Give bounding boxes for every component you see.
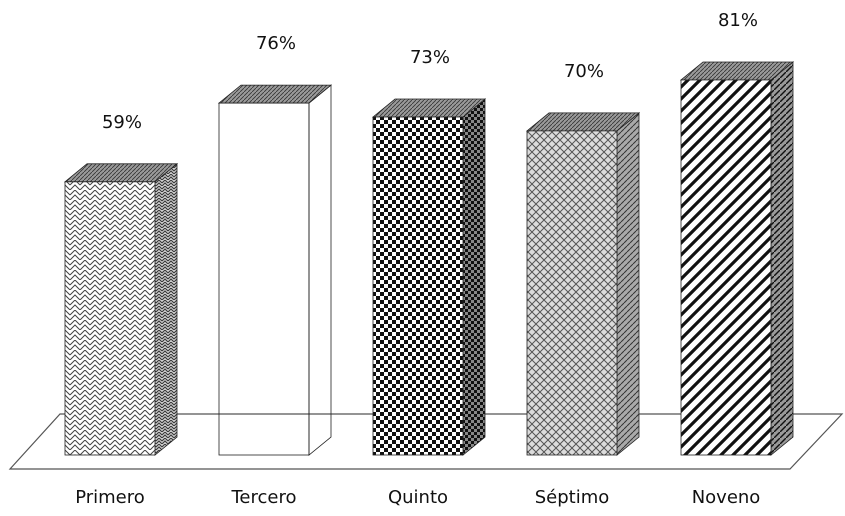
bar-primero [63,162,179,456]
bar-side-noveno [770,61,794,456]
bar-front-tercero [218,102,310,456]
bar-side-tercero [308,84,332,456]
bar-noveno [679,61,795,456]
category-label-quinto: Quinto [388,487,448,508]
bar-side-quinto [462,98,486,456]
bar-side-septimo [616,112,640,456]
category-label-tercero: Tercero [230,487,296,508]
bar-quinto [371,98,487,456]
bar-front-noveno [680,79,772,456]
bar-front-primero [64,181,156,456]
value-label-tercero: 76% [256,33,296,54]
bar-side-primero [154,162,178,456]
value-label-quinto: 73% [410,47,450,68]
category-label-primero: Primero [75,487,145,508]
bar-front-septimo [526,130,618,456]
value-labels-layer: 59% 76% 73% 70% 81% [102,10,758,133]
category-label-septimo: Séptimo [535,487,610,508]
bar-tercero [217,84,333,456]
bar-front-quinto [372,116,464,456]
bar-top-tercero [217,84,333,104]
value-label-primero: 59% [102,112,142,133]
bars-layer [63,61,795,456]
category-labels-layer: Primero Tercero Quinto Séptimo Noveno [75,487,760,508]
category-label-noveno: Noveno [692,487,761,508]
value-label-noveno: 81% [718,10,758,31]
bar-septimo [525,112,641,456]
value-label-septimo: 70% [564,61,604,82]
